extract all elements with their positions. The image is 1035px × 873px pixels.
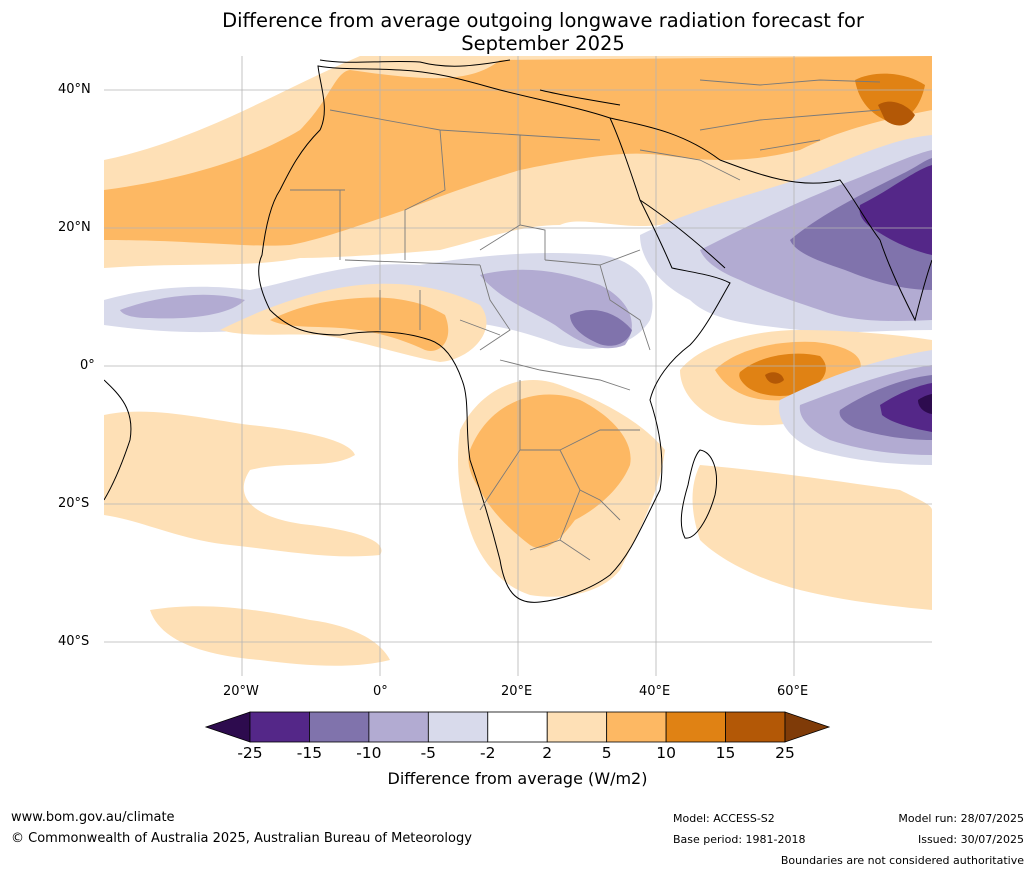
graticule	[104, 56, 932, 676]
anomaly-zone-north-darkest	[878, 101, 915, 126]
colorbar-tick-label: 5	[601, 744, 612, 762]
colorbar-tick-label: -2	[480, 744, 496, 762]
lat-label-40s: 40°S	[58, 634, 90, 649]
country-borders	[290, 79, 881, 561]
colorbar-extend-min	[204, 711, 251, 743]
footer-website[interactable]: www.bom.gov.au/climate	[11, 810, 175, 825]
anomaly-zone-indian-purple-darkest	[918, 394, 932, 414]
colorbar-tick-label: -15	[296, 744, 323, 762]
anomaly-zone-indian-south	[692, 465, 932, 610]
africa-coastline	[258, 65, 731, 603]
lat-label-20s: 20°S	[58, 496, 90, 511]
footer-disclaimer: Boundaries are not considered authoritat…	[780, 854, 1024, 867]
colorbar-tick-label: -25	[237, 744, 263, 762]
colorbar-cell	[606, 711, 667, 743]
lon-label-20w: 20°W	[223, 684, 259, 699]
anomaly-zone-asia-dark	[859, 165, 932, 255]
south-america-coastline	[104, 379, 132, 501]
colorbar-tick-label: 2	[542, 744, 553, 762]
mediterranean-coast	[319, 59, 621, 106]
colorbar-label: Difference from average (W/m2)	[387, 769, 648, 788]
colorbar-extend-max	[784, 711, 831, 743]
anomaly-zone-atlantic-south	[104, 411, 382, 557]
footer-copyright: © Commonwealth of Australia 2025, Austra…	[11, 831, 472, 846]
border-network	[290, 79, 881, 561]
anomaly-zone-guinea-mid	[270, 297, 449, 351]
colorbar-cell	[309, 711, 370, 743]
madagascar-coastline	[680, 449, 717, 539]
anomaly-zone-south-africa-mid	[468, 394, 631, 549]
colorbar-cell	[546, 711, 608, 743]
arabia-coastline	[609, 117, 932, 322]
lon-label-20e: 20°E	[501, 684, 533, 699]
map-title: Difference from average outgoing longwav…	[140, 9, 946, 55]
lon-label-40e: 40°E	[639, 684, 671, 699]
anomaly-zone-indian-equator-darkest	[765, 372, 784, 384]
coastlines	[104, 59, 932, 603]
colorbar-cell	[427, 711, 489, 743]
title-line-2: September 2025	[461, 32, 625, 55]
map-anomaly-layer	[104, 56, 932, 666]
footer-model: Model: ACCESS-S2	[673, 812, 775, 825]
anomaly-zone-sahel-mid	[570, 310, 632, 346]
colorbar-tick-label: 15	[715, 744, 736, 762]
lon-label-60e: 60°E	[777, 684, 809, 699]
anomaly-zone-indian-purple-dark	[880, 383, 932, 432]
anomaly-zone-south-cape	[150, 606, 390, 666]
colorbar-cell	[487, 711, 548, 743]
anomaly-zone-indian-equator-dark	[739, 353, 826, 396]
colorbar-cell	[249, 711, 310, 743]
anomaly-zone-sahel-light	[120, 269, 632, 349]
colorbar-tick-label: 25	[775, 744, 795, 762]
lat-label-0: 0°	[80, 358, 95, 373]
lon-label-0: 0°	[373, 684, 388, 699]
footer-issued: Issued: 30/07/2025	[917, 833, 1024, 846]
footer-base-period: Base period: 1981-2018	[673, 833, 806, 846]
colorbar-tick-label: -5	[420, 744, 437, 762]
footer-model-run: Model run: 28/07/2025	[898, 812, 1024, 825]
colorbar-tick-label: -10	[356, 744, 382, 762]
colorbar-cell	[665, 711, 726, 743]
colorbar-tick-label: 10	[656, 744, 676, 762]
title-line-1: Difference from average outgoing longwav…	[222, 9, 864, 32]
colorbar-cell	[725, 711, 786, 743]
lat-label-40n: 40°N	[58, 82, 91, 97]
lat-label-20n: 20°N	[58, 220, 91, 235]
colorbar-cell	[368, 711, 429, 743]
colorbar-cells	[204, 711, 831, 743]
